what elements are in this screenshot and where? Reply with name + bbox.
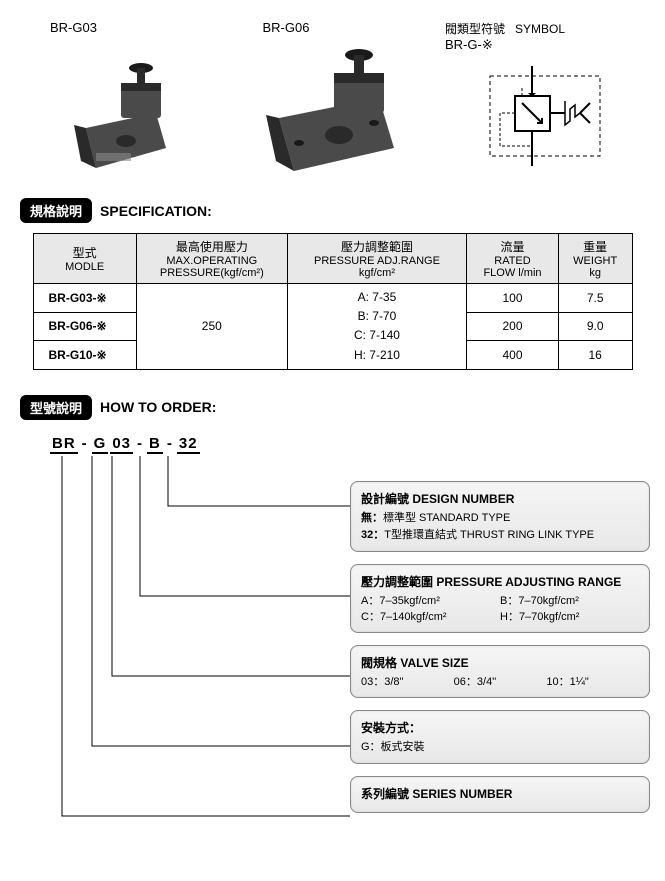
order-diagram: 設計編號 DESIGN NUMBER 無：標準型 STANDARD TYPE 3… xyxy=(20,456,645,856)
box-title: 安裝方式： xyxy=(361,719,639,736)
order-section: BR - G 03 - B - 32 設計編號 DESIGN NUMBER 無：… xyxy=(20,435,645,856)
box-line: 06：3/4" xyxy=(454,673,547,689)
box-line: G：板式安裝 xyxy=(361,738,639,754)
code-dash: - xyxy=(165,435,175,454)
code-03: 03 xyxy=(110,435,133,454)
spec-table: 型式 MODLE 最高使用壓力 MAX.OPERATING PRESSURE(k… xyxy=(33,233,633,370)
product-row: BR-G03 BR-G06 xyxy=(20,20,645,173)
order-badge: 型號說明 xyxy=(20,395,92,420)
box-pressure: 壓力調整範圍 PRESSURE ADJUSTING RANGE A：7–35kg… xyxy=(350,564,650,633)
product-1-image xyxy=(20,43,223,173)
box-line: H：7–70kgf/cm² xyxy=(500,608,639,624)
cell-flow: 200 xyxy=(467,312,559,341)
connector-lines xyxy=(20,456,350,856)
table-header-row: 型式 MODLE 最高使用壓力 MAX.OPERATING PRESSURE(k… xyxy=(33,234,632,284)
cell-maxpress: 250 xyxy=(136,284,287,370)
box-design: 設計編號 DESIGN NUMBER 無：標準型 STANDARD TYPE 3… xyxy=(350,481,650,552)
cell-flow: 100 xyxy=(467,284,559,313)
cell-adj: A: 7-35 B: 7-70 C: 7-140 H: 7-210 xyxy=(287,284,466,370)
spec-badge: 規格說明 xyxy=(20,198,92,223)
product-1-label: BR-G03 xyxy=(20,20,223,35)
symbol-sub: BR-G-※ xyxy=(445,37,645,53)
order-title: HOW TO ORDER: xyxy=(100,399,216,415)
box-line: 無：標準型 STANDARD TYPE xyxy=(361,509,639,525)
spec-title: SPECIFICATION: xyxy=(100,203,212,219)
box-line: 03：3/8" xyxy=(361,673,454,689)
th-model: 型式 MODLE xyxy=(33,234,136,284)
product-2-label: BR-G06 xyxy=(233,20,436,35)
symbol-label-zh: 閥類型符號 xyxy=(445,22,505,36)
box-title: 系列編號 SERIES NUMBER xyxy=(361,785,639,802)
cell-weight: 16 xyxy=(558,341,632,370)
cell-weight: 7.5 xyxy=(558,284,632,313)
symbol-column: 閥類型符號 SYMBOL BR-G-※ xyxy=(445,20,645,173)
product-2: BR-G06 xyxy=(233,20,436,173)
symbol-diagram xyxy=(445,61,645,171)
table-row: BR-G03-※ 250 A: 7-35 B: 7-70 C: 7-140 H:… xyxy=(33,284,632,313)
box-title: 壓力調整範圍 PRESSURE ADJUSTING RANGE xyxy=(361,573,639,590)
cell-model: BR-G06-※ xyxy=(33,312,136,341)
cell-flow: 400 xyxy=(467,341,559,370)
box-grid: 03：3/8" 06：3/4" 10：1¼" xyxy=(361,673,639,689)
code-dash: - xyxy=(135,435,145,454)
symbol-label: 閥類型符號 SYMBOL xyxy=(445,20,645,37)
code-dash: - xyxy=(80,435,90,454)
box-line: 32：T型推環直結式 THRUST RING LINK TYPE xyxy=(361,526,639,542)
box-line: B：7–70kgf/cm² xyxy=(500,592,639,608)
info-boxes: 設計編號 DESIGN NUMBER 無：標準型 STANDARD TYPE 3… xyxy=(350,481,650,825)
code-br: BR xyxy=(50,435,78,454)
order-header: 型號說明 HOW TO ORDER: xyxy=(20,395,645,420)
th-flow: 流量 RATED FLOW l/min xyxy=(467,234,559,284)
product-2-image xyxy=(233,43,436,173)
box-grid: A：7–35kgf/cm² B：7–70kgf/cm² C：7–140kgf/c… xyxy=(361,592,639,624)
cell-model: BR-G03-※ xyxy=(33,284,136,313)
box-series: 系列編號 SERIES NUMBER xyxy=(350,776,650,813)
th-adj: 壓力調整範圍 PRESSURE ADJ.RANGE kgf/cm² xyxy=(287,234,466,284)
box-line: A：7–35kgf/cm² xyxy=(361,592,500,608)
cell-weight: 9.0 xyxy=(558,312,632,341)
code-g: G xyxy=(92,435,109,454)
code-32: 32 xyxy=(177,435,200,454)
spec-header: 規格說明 SPECIFICATION: xyxy=(20,198,645,223)
symbol-label-en: SYMBOL xyxy=(515,22,565,36)
box-line: 10：1¼" xyxy=(546,673,639,689)
box-title: 設計編號 DESIGN NUMBER xyxy=(361,490,639,507)
product-1: BR-G03 xyxy=(20,20,223,173)
order-code: BR - G 03 - B - 32 xyxy=(50,435,645,454)
box-size: 閥規格 VALVE SIZE 03：3/8" 06：3/4" 10：1¼" xyxy=(350,645,650,698)
th-weight: 重量 WEIGHT kg xyxy=(558,234,632,284)
cell-model: BR-G10-※ xyxy=(33,341,136,370)
box-title: 閥規格 VALVE SIZE xyxy=(361,654,639,671)
box-mount: 安裝方式： G：板式安裝 xyxy=(350,710,650,764)
code-b: B xyxy=(147,435,163,454)
box-line: C：7–140kgf/cm² xyxy=(361,608,500,624)
th-pressure: 最高使用壓力 MAX.OPERATING PRESSURE(kgf/cm²) xyxy=(136,234,287,284)
